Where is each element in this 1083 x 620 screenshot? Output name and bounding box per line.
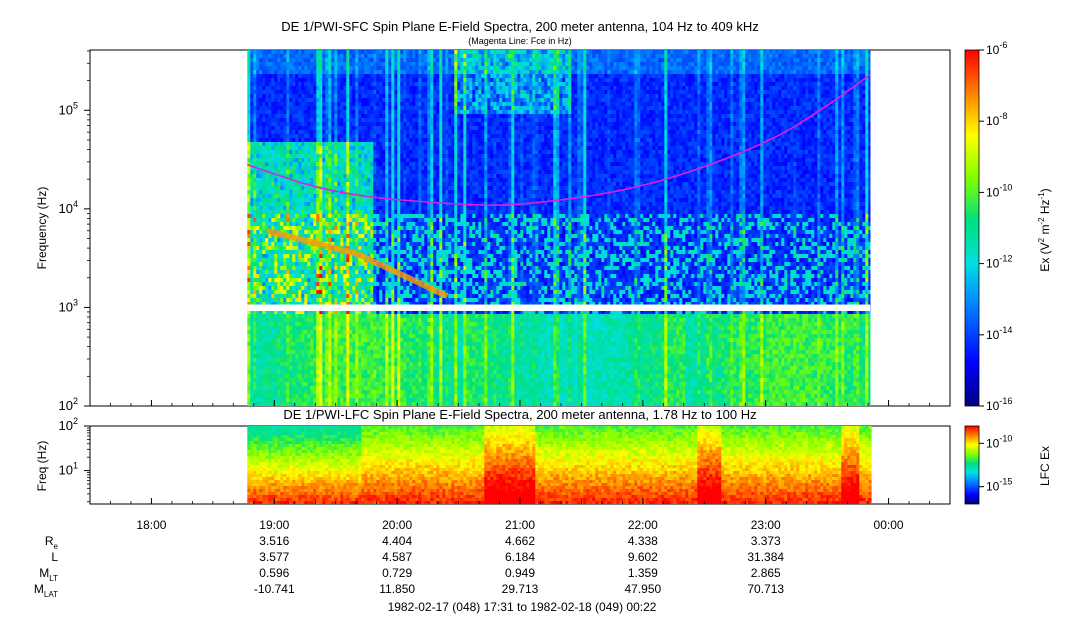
ephemeris-value: 1.359 [628,566,658,580]
x-tick-label-3: 21:00 [505,518,535,532]
ephemeris-value: 0.596 [259,566,289,580]
ephemeris-value: 4.338 [628,534,658,548]
bottom-y-axis-label: Freq (Hz) [35,441,49,492]
ephemeris-value: 0.729 [382,566,412,580]
ephemeris-value: 6.184 [505,550,535,564]
x-tick-label-5: 23:00 [751,518,781,532]
x-tick-label-0: 18:00 [136,518,166,532]
ephemeris-value: 3.373 [751,534,781,548]
ephemeris-value: 4.587 [382,550,412,564]
top-chart-subtitle: (Magenta Line: Fce in Hz) [468,36,572,46]
cb-tick-label-1: 10-15 [986,477,1012,494]
ephemeris-label-3: MLAT [34,582,58,599]
cb-tick-label-1: 10-8 [986,111,1007,128]
ephemeris-value: -10.741 [254,582,295,596]
ephemeris-label-0: Re [45,534,59,551]
ephemeris-value: 4.404 [382,534,412,548]
bottom-spectrogram [247,426,872,504]
ephemeris-value: 11.850 [379,582,415,596]
top-chart-title: DE 1/PWI-SFC Spin Plane E-Field Spectra,… [281,19,759,34]
emission-streak [266,227,449,299]
y-tick-label-1: 103 [59,297,78,314]
y-tick-label-1: 101 [59,461,78,478]
ephemeris-value: 2.865 [751,566,781,580]
cb-tick-label-0: 10-10 [986,433,1012,450]
x-tick-label-1: 19:00 [259,518,289,532]
ephemeris-table: Re 3.516 4.404 4.662 4.338 3.373 L 3.577 4.587 6.… [34,534,784,599]
cb-tick-label-4: 10-14 [986,325,1012,342]
ephemeris-label-1: L [51,550,58,564]
top-y-axis: 102 103 104 105 [59,50,90,413]
ephemeris-value: 3.577 [259,550,289,564]
ephemeris-value: 29.713 [502,582,539,596]
cb-tick-label-2: 10-10 [986,182,1012,199]
top-spectrogram [247,50,871,406]
ephemeris-value: 70.713 [747,582,784,596]
cb-tick-label-3: 10-12 [986,254,1012,271]
ephemeris-value: 47.950 [625,582,662,596]
top-data-gap [247,304,871,312]
x-tick-label-4: 22:00 [628,518,658,532]
time-range-label: 1982-02-17 (048) 17:31 to 1982-02-18 (04… [388,600,657,614]
bottom-colorbar [964,425,980,505]
ephemeris-value: 0.949 [505,566,535,580]
y-tick-label-0: 102 [59,396,78,413]
top-colorbar-ticks: 10-6 10-8 10-10 10-12 10-14 10-16 [979,40,1012,413]
bottom-y-axis: 102 101 [59,416,90,503]
y-tick-label-3: 105 [59,100,78,117]
fce-line [247,73,871,206]
cb-tick-label-0: 10-6 [986,40,1007,57]
top-colorbar [964,49,980,407]
y-tick-label-0: 102 [59,416,78,433]
bottom-chart-title: DE 1/PWI-LFC Spin Plane E-Field Spectra,… [283,407,756,422]
bottom-colorbar-ticks: 10-10 10-15 [979,433,1012,494]
ephemeris-value: 3.516 [259,534,289,548]
cb-tick-label-5: 10-16 [986,396,1012,413]
ephemeris-label-2: MLT [39,566,58,583]
y-tick-label-2: 104 [59,199,78,216]
top-y-axis-label: Frequency (Hz) [35,187,49,270]
bottom-colorbar-label: LFC Ex [1038,446,1052,486]
ephemeris-value: 31.384 [747,550,784,564]
time-axis: 18:00 19:00 20:00 21:00 22:00 23:00 00:00 [89,400,930,532]
ephemeris-value: 4.662 [505,534,535,548]
x-tick-label-2: 20:00 [382,518,412,532]
ephemeris-value: 9.602 [628,550,658,564]
x-tick-label-6: 00:00 [874,518,904,532]
top-colorbar-label: Ex (V2 m-2 Hz-1) [1037,188,1052,271]
